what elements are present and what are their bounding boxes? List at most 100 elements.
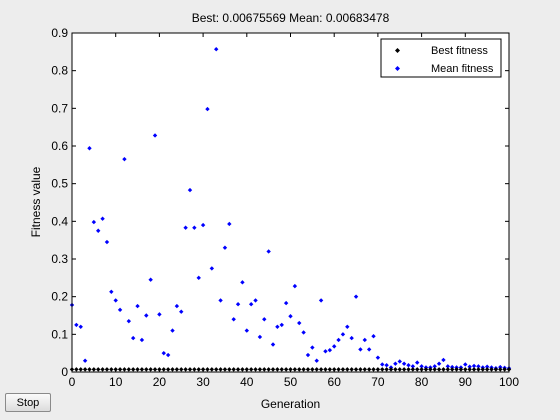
mean-fitness-point [113,298,118,303]
mean-fitness-point [257,334,263,340]
mean-fitness-point [205,106,210,112]
mean-fitness-point [467,364,472,369]
x-tick-label: 90 [459,375,473,389]
mean-fitness-point [179,309,184,314]
x-tick-label: 40 [240,375,254,389]
best-fitness-point [196,367,201,372]
best-fitness-point [432,367,437,372]
y-axis-label: Fitness value [29,166,43,237]
best-fitness-point [375,367,381,372]
best-fitness-point [214,367,219,372]
mean-fitness-point [380,362,385,367]
x-tick-label: 100 [499,375,519,389]
mean-fitness-point [253,298,258,303]
mean-fitness-point [297,320,302,326]
mean-fitness-point [74,322,79,328]
legend: Best fitness Mean fitness [380,38,502,78]
best-fitness-point [262,367,267,372]
best-fitness-point [353,367,359,372]
x-tick-label: 70 [371,375,385,389]
best-fitness-point [502,367,507,372]
x-tick-label: 0 [69,375,76,389]
y-tick-label: 0.6 [51,139,68,153]
best-fitness-point [327,367,333,372]
best-fitness-point [301,367,306,372]
mean-fitness-point [445,364,451,369]
best-fitness-point [96,367,101,372]
axes-background [72,33,509,372]
mean-fitness-point [471,363,477,369]
mean-fitness-point [345,324,350,329]
mean-fitness-point [82,358,88,363]
best-fitness-point [297,367,302,372]
mean-fitness-point [96,228,101,233]
best-fitness-point [240,367,245,372]
mean-fitness-point [192,225,197,230]
mean-fitness-point [441,357,446,363]
best-fitness-point [113,367,118,372]
mean-fitness-point [240,280,245,285]
best-fitness-point [318,367,324,372]
mean-fitness-point [126,318,132,324]
mean-fitness-point [196,275,201,281]
mean-fitness-point [301,330,306,335]
mean-fitness-point [292,283,298,289]
best-fitness-point [310,367,315,372]
y-tick-label: 0.8 [51,64,68,78]
best-fitness-point [183,367,188,372]
mean-fitness-point [463,362,468,367]
mean-fitness-point [148,277,153,282]
mean-fitness-point [419,364,424,369]
best-fitness-point [170,367,175,372]
mean-fitness-point [314,358,319,363]
best-fitness-point [109,367,114,372]
mean-fitness-point [362,337,367,343]
best-fitness-point [349,367,354,372]
best-fitness-point [279,367,284,372]
y-tick-label: 0.3 [51,252,68,266]
best-fitness-point [384,367,389,372]
best-fitness-point [498,367,503,372]
best-fitness-point [117,367,123,372]
mean-fitness-point [235,302,241,307]
mean-fitness-point [91,219,97,225]
best-fitness-point [476,367,481,372]
mean-fitness-point [214,46,219,52]
best-fitness-point [283,367,289,372]
best-fitness-point [449,367,455,372]
best-fitness-point [397,367,402,372]
best-fitness-point [454,367,459,372]
x-tick-label: 50 [284,375,298,389]
best-fitness-point [222,367,228,372]
mean-fitness-point [327,347,333,353]
mean-fitness-point [200,222,206,228]
mean-fitness-point [135,303,140,309]
best-fitness-point [130,367,136,372]
best-fitness-point [270,367,276,372]
best-fitness-point [235,367,241,372]
best-fitness-point [144,367,149,372]
mean-fitness-point [410,364,416,369]
mean-fitness-point [117,307,123,313]
mean-fitness-point [157,312,162,317]
mean-fitness-point [174,303,180,309]
mean-fitness-point [498,364,503,370]
mean-fitness-point [209,266,215,271]
mean-fitness-point [104,239,110,245]
y-tick-label: 0.5 [51,177,68,191]
best-fitness-point [441,367,446,372]
mean-fitness-point [161,350,166,356]
x-tick-label: 80 [415,375,429,389]
best-fitness-point [428,367,433,372]
best-fitness-point [489,367,494,372]
best-fitness-point [275,367,280,372]
stop-button[interactable]: Stop [5,393,51,412]
best-fitness-point [332,367,337,372]
mean-fitness-point [415,360,420,365]
mean-fitness-point [401,361,407,366]
mean-fitness-point [231,317,236,322]
best-fitness-point [358,367,363,372]
mean-fitness-point [139,337,145,343]
best-fitness-point [406,367,411,372]
x-tick-label: 60 [328,375,342,389]
